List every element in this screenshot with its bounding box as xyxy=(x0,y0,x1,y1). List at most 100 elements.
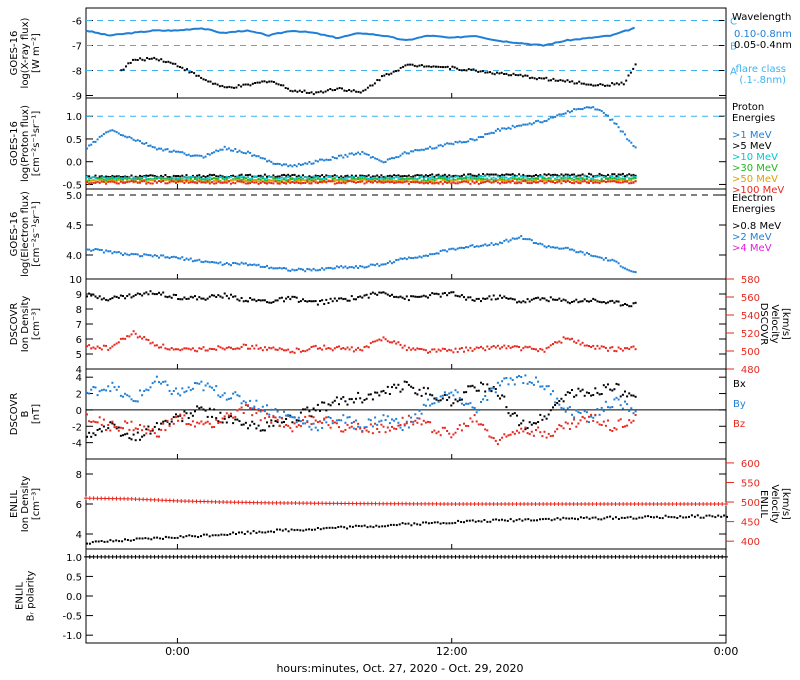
data-point xyxy=(609,429,612,431)
data-point xyxy=(223,292,226,295)
data-point xyxy=(640,554,645,559)
data-point xyxy=(181,387,184,390)
data-point xyxy=(626,424,629,427)
data-point xyxy=(149,254,152,257)
data-point xyxy=(414,392,417,395)
data-point xyxy=(505,181,508,184)
data-point xyxy=(429,174,432,177)
data-point xyxy=(566,422,569,425)
data-point xyxy=(409,63,412,66)
data-point xyxy=(579,343,582,346)
data-point xyxy=(185,535,188,538)
data-point xyxy=(431,253,434,256)
data-point xyxy=(423,554,428,559)
data-point xyxy=(522,382,525,384)
data-point xyxy=(626,347,629,350)
data-point xyxy=(230,293,232,296)
data-point xyxy=(624,390,626,393)
data-point xyxy=(532,121,535,124)
data-point xyxy=(359,179,362,182)
data-point xyxy=(371,340,374,343)
data-point xyxy=(198,499,203,504)
data-point xyxy=(452,351,455,354)
data-point xyxy=(393,295,396,298)
data-point xyxy=(378,79,381,82)
data-point xyxy=(486,180,489,183)
data-point xyxy=(533,519,536,522)
y2-axis-label: DSCOVR xyxy=(758,303,769,346)
data-point xyxy=(98,135,101,138)
data-point xyxy=(96,180,99,183)
data-point xyxy=(128,428,131,431)
data-point xyxy=(522,430,525,433)
data-point xyxy=(549,435,552,437)
data-point xyxy=(621,172,624,175)
data-point xyxy=(501,296,504,299)
data-point xyxy=(609,178,612,181)
data-point xyxy=(617,181,620,184)
data-point xyxy=(310,176,313,179)
data-point xyxy=(465,69,468,72)
data-point xyxy=(448,292,451,295)
data-point xyxy=(547,173,550,176)
data-point xyxy=(443,143,446,146)
data-point xyxy=(175,348,177,351)
data-point xyxy=(301,554,306,559)
data-point xyxy=(384,392,387,394)
data-point xyxy=(94,174,97,177)
data-point xyxy=(102,251,105,254)
data-point xyxy=(471,519,474,522)
data-point xyxy=(179,394,182,397)
data-point xyxy=(247,264,249,267)
data-point xyxy=(149,182,152,185)
data-point xyxy=(401,181,404,184)
data-point xyxy=(568,391,571,394)
data-point xyxy=(359,91,362,94)
data-point xyxy=(312,177,315,180)
data-point xyxy=(92,249,95,252)
data-point xyxy=(144,497,149,502)
data-point xyxy=(88,292,91,295)
data-point xyxy=(113,343,116,346)
data-point xyxy=(397,174,400,177)
data-point xyxy=(291,178,294,181)
data-point xyxy=(535,297,537,300)
data-point xyxy=(215,175,218,178)
data-point xyxy=(213,180,216,182)
data-point xyxy=(588,253,590,255)
data-point xyxy=(554,401,557,404)
data-point xyxy=(325,181,328,184)
data-point xyxy=(202,181,205,184)
data-point xyxy=(375,524,378,527)
data-point xyxy=(226,86,228,89)
data-point xyxy=(363,176,366,179)
data-point xyxy=(333,157,336,159)
data-point xyxy=(132,58,134,61)
data-point xyxy=(367,418,370,421)
data-point xyxy=(219,176,222,178)
y2-tick-label: 400 xyxy=(741,537,760,548)
data-point xyxy=(268,301,271,304)
data-point xyxy=(600,256,603,259)
data-point xyxy=(562,176,565,179)
data-point xyxy=(571,554,576,559)
data-point xyxy=(499,182,501,185)
data-point xyxy=(319,268,321,271)
data-point xyxy=(268,175,271,178)
data-point xyxy=(331,419,334,422)
data-point xyxy=(155,148,158,151)
data-point xyxy=(554,115,557,118)
data-point xyxy=(503,395,506,398)
data-point xyxy=(293,422,296,425)
data-point xyxy=(238,263,241,266)
data-point xyxy=(213,182,216,185)
data-point xyxy=(266,175,268,178)
data-point xyxy=(263,173,266,176)
data-point xyxy=(272,182,275,185)
data-point xyxy=(499,174,501,177)
data-point xyxy=(620,81,623,84)
data-point xyxy=(407,383,410,386)
data-point xyxy=(289,554,294,559)
data-point xyxy=(176,65,179,68)
data-point xyxy=(316,176,319,179)
